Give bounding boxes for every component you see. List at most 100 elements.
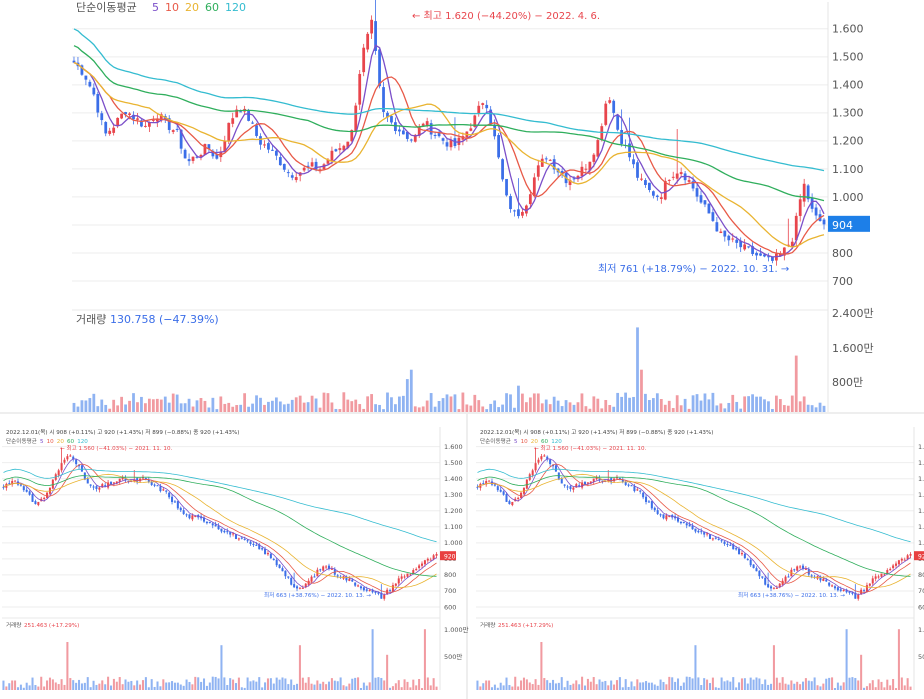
volume-bar [778, 682, 781, 690]
volume-bar [679, 405, 683, 412]
candle-body [482, 483, 485, 485]
volume-bar [243, 687, 246, 690]
ma120-line [477, 468, 911, 543]
candle-body [278, 157, 282, 166]
candle-body [477, 105, 481, 114]
volume-bar [403, 679, 406, 690]
candle-body [501, 159, 504, 180]
candle-body [485, 104, 489, 109]
candle-body [708, 534, 712, 539]
candle-body [194, 516, 197, 518]
candle-body [302, 167, 306, 171]
candle-body [179, 129, 183, 149]
volume-bar [807, 680, 810, 690]
volume-bar [580, 393, 584, 412]
volume-bar [793, 683, 796, 690]
volume-bar [659, 399, 663, 412]
volume-bar [195, 400, 199, 412]
candle-body [583, 482, 587, 485]
volume-bar [133, 685, 136, 690]
candle-body [141, 477, 144, 479]
volume-bar [473, 394, 477, 412]
volume-bar [612, 406, 616, 412]
volume-bar [306, 402, 310, 412]
candle-body [489, 109, 493, 125]
volume-bar [790, 395, 794, 412]
volume-bar [266, 678, 269, 690]
volume-bar [707, 399, 711, 412]
volume-bar [482, 683, 485, 690]
price-tick-label: 600 [918, 603, 924, 611]
volume-bar [223, 403, 227, 412]
volume-bar [28, 685, 31, 690]
volume-bar [141, 680, 144, 690]
volume-bar [647, 682, 650, 690]
candle-body [457, 137, 461, 145]
volume-bar [787, 684, 790, 690]
candle-body [703, 532, 706, 535]
candle-body [493, 124, 497, 137]
volume-bar [255, 681, 258, 690]
volume-bar [645, 681, 648, 690]
candle-body [679, 172, 683, 175]
volume-bar [663, 404, 667, 412]
small-panel-header-1: 2022.12.01(목) 시 908 (+0.11%) 고 920 (+1.4… [6, 428, 371, 629]
volume-bar [802, 396, 806, 412]
candle-body [421, 123, 425, 126]
volume-bar [153, 686, 156, 690]
candle-body [755, 568, 758, 572]
price-tick-label: 1.500 [918, 459, 924, 467]
volume-bar [685, 676, 688, 690]
candle-body [377, 592, 380, 594]
candle-body [897, 560, 900, 565]
volume-bar [338, 409, 342, 412]
volume-bar [501, 404, 504, 412]
candle-body [171, 496, 174, 502]
volume-bar [100, 399, 104, 412]
candle-body [409, 574, 412, 576]
volume-bar [628, 397, 631, 412]
candle-body [8, 483, 11, 485]
volume-bar [139, 684, 142, 690]
volume-bar [159, 686, 162, 690]
candle-body [423, 560, 426, 565]
volume-bar [842, 682, 845, 690]
volume-bar [576, 402, 580, 412]
volume-bar [217, 678, 220, 690]
candle-body [645, 496, 648, 502]
candle-body [57, 470, 60, 476]
volume-bar [389, 687, 392, 690]
volume-bar [604, 399, 608, 412]
volume-bar [581, 676, 584, 690]
volume-bar [425, 400, 429, 412]
volume-bar [778, 399, 782, 412]
volume-bar [489, 403, 493, 412]
ma-legend-period: 120 [225, 1, 246, 14]
volume-bar [557, 682, 560, 690]
candle-body [892, 565, 895, 569]
volume-bar [132, 393, 135, 412]
candle-body [695, 188, 699, 197]
volume-bar [269, 678, 272, 690]
volume-bar [406, 681, 409, 690]
volume-bar [92, 393, 96, 412]
price-tick-label: 800 [444, 571, 456, 579]
volume-tick-label: 1.000만 [918, 625, 924, 634]
price-tick-label: 1.300 [832, 107, 864, 120]
candle-body [330, 568, 333, 570]
candle-body [229, 532, 232, 535]
candle-body [694, 528, 697, 532]
current-price-badge [828, 215, 870, 232]
candle-body [592, 154, 596, 162]
candle-body [740, 553, 743, 555]
volume-bar [469, 405, 473, 412]
volume-bar [909, 686, 912, 690]
candle-body [386, 112, 389, 118]
candle-body [227, 122, 231, 141]
candle-body [214, 524, 217, 527]
candle-body [28, 491, 31, 495]
candle-body [306, 165, 310, 167]
candle-body [378, 49, 381, 87]
candle-body [636, 489, 639, 491]
candle-body [357, 585, 360, 587]
